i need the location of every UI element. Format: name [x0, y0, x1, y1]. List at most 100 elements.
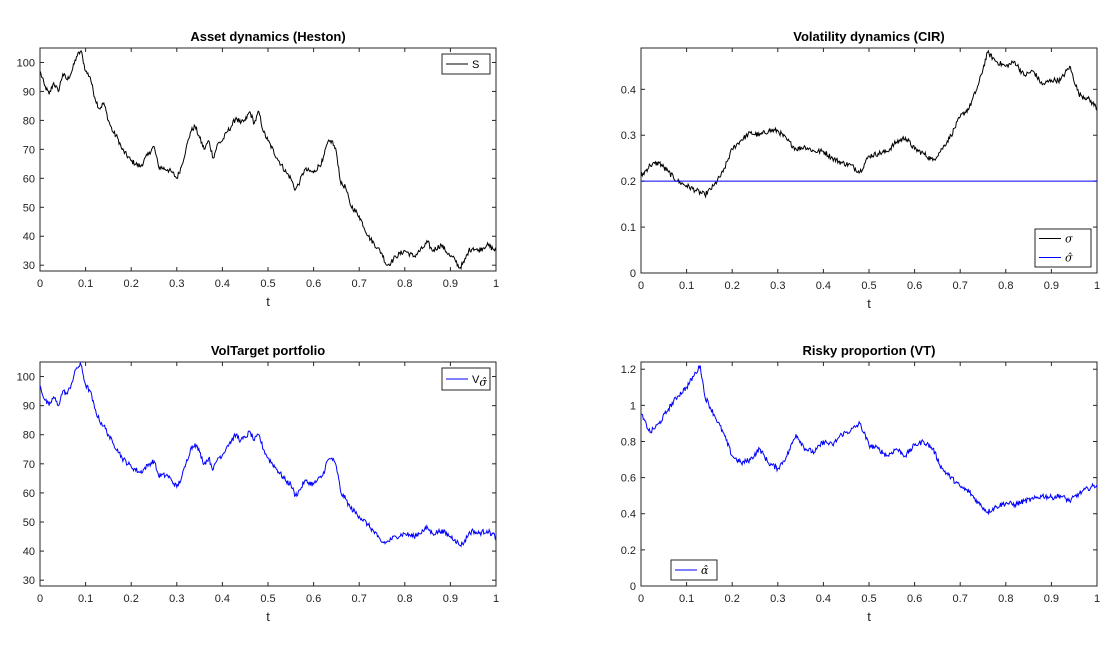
- legend-entry-subscript: σ̂: [479, 376, 487, 389]
- y-tick-label: 0.2: [621, 545, 636, 557]
- chart-title: VolTarget portfolio: [211, 343, 325, 358]
- legend-entry: σ̂: [1065, 252, 1073, 265]
- x-tick-label: 0: [638, 593, 644, 605]
- chart-3: 0 0.1 0.2 0.3 0.4 0.5 0.6 0.7 0.8 0.9 1 30 40 50 60 70 8…: [17, 343, 499, 624]
- y-tick-label: 90: [23, 86, 35, 98]
- chart-title: Asset dynamics (Heston): [190, 29, 345, 44]
- chart-title: Risky proportion (VT): [803, 343, 936, 358]
- legend-entry: σ: [1065, 233, 1073, 246]
- y-tick-label: 40: [23, 231, 35, 243]
- plot-area: [640, 361, 1098, 587]
- x-tick-label: 0.8: [397, 278, 412, 290]
- x-tick-label: 0: [638, 280, 644, 292]
- legend: σ σ̂: [1034, 228, 1092, 268]
- y-tick-label: 0: [630, 268, 636, 280]
- y-tick-label: 50: [23, 202, 35, 214]
- x-tick-label: 0.7: [953, 280, 968, 292]
- x-tick-label: 0.1: [78, 593, 93, 605]
- y-tick-label: 0.1: [621, 222, 636, 234]
- y-tick-label: 0.2: [621, 176, 636, 188]
- x-tick-label: 0.9: [443, 593, 458, 605]
- x-tick-label: 0.9: [1044, 280, 1059, 292]
- series-line: [641, 365, 1097, 516]
- series-line: [641, 49, 1097, 199]
- x-tick-label: 0.6: [907, 593, 922, 605]
- y-tick-label: 60: [23, 173, 35, 185]
- x-tick-label: 0.7: [352, 593, 367, 605]
- y-tick-label: 70: [23, 459, 35, 471]
- chart-4: 0 0.1 0.2 0.3 0.4 0.5 0.6 0.7 0.8 0.9 1 0 0.2 0.4 0.6 0…: [621, 343, 1100, 624]
- y-tick-label: 90: [23, 401, 35, 413]
- x-tick-label: 0.8: [998, 593, 1013, 605]
- x-tick-label: 0.3: [169, 593, 184, 605]
- legend: S: [441, 53, 491, 75]
- x-tick-label: 1: [1094, 593, 1100, 605]
- x-tick-label: 0.2: [124, 278, 139, 290]
- x-tick-label: 0: [37, 593, 43, 605]
- series-line: [40, 362, 496, 548]
- chart-1: 0 0.1 0.2 0.3 0.4 0.5 0.6 0.7 0.8 0.9 1 30 40 50 60 70 8…: [17, 29, 499, 309]
- x-axis-label: t: [867, 609, 871, 624]
- y-tick-label: 30: [23, 575, 35, 587]
- series-line: [40, 50, 496, 271]
- x-tick-label: 0.6: [306, 593, 321, 605]
- plot-area: [39, 361, 497, 587]
- x-tick-label: 0.6: [907, 280, 922, 292]
- chart-title: Volatility dynamics (CIR): [793, 29, 944, 44]
- x-tick-label: 0.7: [953, 593, 968, 605]
- chart-2: 0 0.1 0.2 0.3 0.4 0.5 0.6 0.7 0.8 0.9 1 0 0.1 0.2 0.3 0…: [621, 29, 1100, 311]
- y-tick-label: 80: [23, 430, 35, 442]
- x-tick-label: 0.2: [725, 593, 740, 605]
- x-tick-label: 1: [493, 278, 499, 290]
- x-tick-label: 0.5: [861, 280, 876, 292]
- x-tick-label: 0.3: [770, 280, 785, 292]
- y-tick-label: 100: [17, 372, 35, 384]
- x-axis-label: t: [266, 294, 270, 309]
- x-tick-label: 0.4: [215, 593, 230, 605]
- x-tick-label: 1: [493, 593, 499, 605]
- y-tick-label: 30: [23, 260, 35, 272]
- x-tick-label: 0.5: [861, 593, 876, 605]
- y-tick-label: 0.4: [621, 509, 636, 521]
- x-tick-label: 0.2: [124, 593, 139, 605]
- x-tick-label: 0.1: [78, 278, 93, 290]
- y-tick-label: 70: [23, 144, 35, 156]
- x-tick-label: 0.3: [770, 593, 785, 605]
- x-tick-label: 0.5: [260, 593, 275, 605]
- x-tick-label: 0.1: [679, 280, 694, 292]
- x-tick-label: 1: [1094, 280, 1100, 292]
- x-tick-label: 0.1: [679, 593, 694, 605]
- x-tick-label: 0: [37, 278, 43, 290]
- y-tick-label: 80: [23, 115, 35, 127]
- x-tick-label: 0.7: [352, 278, 367, 290]
- plot-area: [39, 47, 497, 272]
- y-tick-label: 0.6: [621, 473, 636, 485]
- y-tick-label: 0: [630, 581, 636, 593]
- x-tick-label: 0.2: [725, 280, 740, 292]
- x-tick-label: 0.6: [306, 278, 321, 290]
- x-tick-label: 0.9: [1044, 593, 1059, 605]
- x-tick-label: 0.8: [998, 280, 1013, 292]
- y-tick-label: 0.4: [621, 84, 636, 96]
- y-tick-label: 50: [23, 517, 35, 529]
- legend-entry: Vσ̂: [472, 374, 487, 389]
- x-tick-label: 0.4: [816, 280, 831, 292]
- x-tick-label: 0.4: [816, 593, 831, 605]
- legend-box: [1034, 228, 1092, 268]
- legend-entry: α̂: [701, 564, 709, 577]
- y-tick-label: 60: [23, 488, 35, 500]
- x-axis-label: t: [266, 609, 270, 624]
- y-tick-label: 40: [23, 546, 35, 558]
- y-tick-label: 0.8: [621, 436, 636, 448]
- plot-area: [640, 47, 1098, 274]
- x-tick-label: 0.9: [443, 278, 458, 290]
- x-tick-label: 0.3: [169, 278, 184, 290]
- legend: Vσ̂: [441, 367, 491, 391]
- y-tick-label: 100: [17, 57, 35, 69]
- y-tick-label: 1.2: [621, 364, 636, 376]
- x-tick-label: 0.4: [215, 278, 230, 290]
- y-tick-label: 1: [630, 400, 636, 412]
- y-tick-label: 0.3: [621, 130, 636, 142]
- legend: α̂: [670, 559, 718, 581]
